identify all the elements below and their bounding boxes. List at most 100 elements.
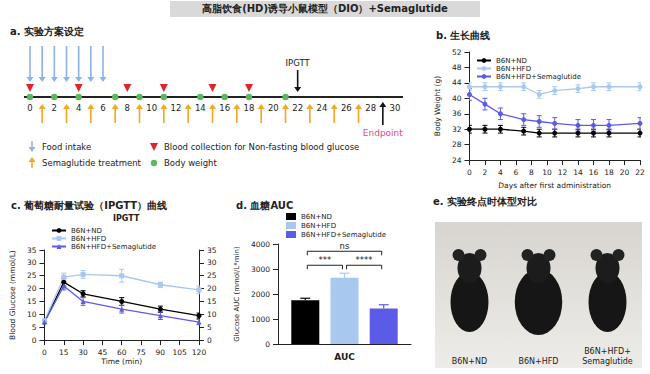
svg-text:6: 6 — [514, 168, 519, 177]
svg-text:14: 14 — [195, 103, 206, 113]
svg-text:Blood collection for Non-fasti: Blood collection for Non-fasting blood g… — [164, 142, 359, 152]
svg-text:5: 5 — [207, 323, 212, 332]
svg-text:Semaglutide: Semaglutide — [582, 357, 633, 366]
svg-text:20: 20 — [207, 284, 217, 293]
svg-text:15: 15 — [27, 297, 37, 306]
svg-text:20: 20 — [268, 103, 279, 113]
svg-text:22: 22 — [292, 103, 303, 113]
svg-text:30: 30 — [27, 258, 37, 267]
svg-text:0: 0 — [42, 348, 47, 357]
svg-text:32: 32 — [452, 125, 462, 134]
svg-text:90: 90 — [156, 348, 166, 357]
svg-text:0: 0 — [27, 103, 32, 113]
svg-text:75: 75 — [136, 348, 146, 357]
svg-text:25: 25 — [207, 271, 217, 280]
svg-text:Time (min): Time (min) — [100, 357, 142, 366]
svg-text:1000: 1000 — [251, 315, 270, 324]
svg-text:B6N+HFD: B6N+HFD — [518, 357, 558, 366]
svg-text:Body weight: Body weight — [164, 158, 217, 168]
svg-text:B6N+HFD+: B6N+HFD+ — [584, 347, 631, 356]
svg-text:****: **** — [356, 255, 373, 265]
svg-text:e. 实验终点时体型对比: e. 实验终点时体型对比 — [433, 196, 537, 207]
svg-text:B6N+HFD: B6N+HFD — [301, 222, 336, 230]
svg-text:8: 8 — [125, 103, 130, 113]
svg-text:5: 5 — [32, 323, 37, 332]
svg-text:B6N+HFD+Semaglutide: B6N+HFD+Semaglutide — [71, 243, 156, 251]
svg-text:Food intake: Food intake — [42, 142, 91, 152]
svg-text:14: 14 — [573, 168, 583, 177]
svg-text:20: 20 — [620, 168, 630, 177]
svg-text:4: 4 — [76, 103, 81, 113]
svg-text:2000: 2000 — [251, 290, 270, 299]
svg-text:B6N+HFD+Semaglutide: B6N+HFD+Semaglutide — [496, 73, 581, 81]
svg-text:35: 35 — [207, 246, 217, 255]
svg-text:IPGTT: IPGTT — [113, 214, 140, 223]
svg-text:b. 生长曲线: b. 生长曲线 — [436, 30, 490, 41]
svg-text:20: 20 — [27, 284, 37, 293]
svg-text:52: 52 — [452, 48, 462, 57]
svg-text:15: 15 — [207, 297, 217, 306]
svg-text:40: 40 — [452, 94, 462, 103]
svg-text:10: 10 — [27, 310, 37, 319]
svg-text:4000: 4000 — [251, 240, 270, 249]
svg-text:8: 8 — [529, 168, 534, 177]
svg-text:B6N+ND: B6N+ND — [452, 357, 487, 366]
svg-text:3000: 3000 — [251, 265, 270, 274]
svg-text:c. 葡萄糖耐量试验（IPGTT）曲线: c. 葡萄糖耐量试验（IPGTT）曲线 — [11, 200, 167, 211]
svg-text:Semaglutide treatment: Semaglutide treatment — [42, 158, 142, 168]
svg-text:10: 10 — [146, 103, 157, 113]
svg-text:B6N+HFD: B6N+HFD — [496, 65, 531, 73]
svg-text:24: 24 — [317, 103, 328, 113]
svg-text:10: 10 — [207, 310, 217, 319]
svg-text:120: 120 — [192, 348, 207, 357]
svg-text:Endpoint: Endpoint — [363, 128, 404, 138]
svg-text:0: 0 — [265, 340, 270, 349]
svg-text:6: 6 — [100, 103, 105, 113]
svg-text:30: 30 — [390, 103, 401, 113]
svg-text:Glucose AUC (mmol/L*min): Glucose AUC (mmol/L*min) — [233, 246, 241, 342]
svg-text:2: 2 — [483, 168, 488, 177]
svg-text:16: 16 — [219, 103, 230, 113]
svg-text:35: 35 — [27, 246, 37, 255]
svg-text:0: 0 — [207, 336, 212, 345]
svg-text:0: 0 — [467, 168, 472, 177]
svg-text:30: 30 — [78, 348, 88, 357]
svg-text:B6N+HFD: B6N+HFD — [71, 235, 106, 243]
svg-text:16: 16 — [589, 168, 599, 177]
svg-text:Days after first administratio: Days after first administration — [498, 181, 611, 190]
svg-text:15: 15 — [59, 348, 69, 357]
svg-text:18: 18 — [604, 168, 614, 177]
svg-text:4: 4 — [498, 168, 503, 177]
svg-text:AUC: AUC — [334, 352, 355, 362]
svg-text:48: 48 — [452, 63, 462, 72]
svg-text:22: 22 — [635, 168, 645, 177]
svg-text:12: 12 — [171, 103, 182, 113]
svg-text:30: 30 — [207, 258, 217, 267]
svg-text:25: 25 — [27, 271, 37, 280]
svg-text:B6N+HFD+Semaglutide: B6N+HFD+Semaglutide — [301, 231, 386, 239]
svg-text:0: 0 — [32, 336, 37, 345]
svg-text:60: 60 — [117, 348, 127, 357]
svg-text:10: 10 — [542, 168, 552, 177]
svg-text:18: 18 — [244, 103, 255, 113]
svg-text:a. 实验方案设定: a. 实验方案设定 — [10, 26, 84, 37]
svg-text:2: 2 — [52, 103, 57, 113]
svg-text:28: 28 — [365, 103, 376, 113]
svg-text:26: 26 — [341, 103, 352, 113]
svg-text:Body Weight (g): Body Weight (g) — [433, 76, 442, 137]
svg-text:B6N+ND: B6N+ND — [71, 227, 102, 235]
svg-text:***: *** — [319, 255, 332, 265]
svg-text:B6N+ND: B6N+ND — [301, 213, 332, 221]
svg-text:IPGTT: IPGTT — [286, 58, 311, 68]
svg-text:Blood Glucose (mmol/L): Blood Glucose (mmol/L) — [8, 250, 17, 340]
svg-text:d. 血糖AUC: d. 血糖AUC — [236, 200, 293, 211]
svg-text:24: 24 — [452, 156, 462, 165]
svg-text:105: 105 — [173, 348, 188, 357]
svg-text:B6N+ND: B6N+ND — [496, 57, 527, 65]
svg-text:28: 28 — [452, 140, 462, 149]
svg-text:45: 45 — [98, 348, 108, 357]
svg-text:36: 36 — [452, 109, 462, 118]
svg-text:ns: ns — [340, 241, 350, 251]
svg-text:44: 44 — [452, 78, 462, 87]
svg-text:12: 12 — [558, 168, 568, 177]
